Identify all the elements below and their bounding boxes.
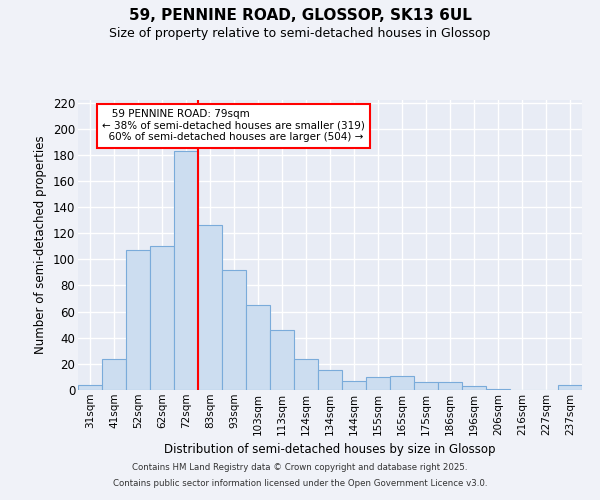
Bar <box>318 370 342 390</box>
Bar <box>414 382 438 390</box>
Bar <box>198 226 222 390</box>
X-axis label: Distribution of semi-detached houses by size in Glossop: Distribution of semi-detached houses by … <box>164 443 496 456</box>
Bar <box>270 330 294 390</box>
Bar <box>78 385 102 390</box>
Text: 59 PENNINE ROAD: 79sqm
← 38% of semi-detached houses are smaller (319)
  60% of : 59 PENNINE ROAD: 79sqm ← 38% of semi-det… <box>102 109 365 142</box>
Bar <box>342 381 366 390</box>
Bar <box>246 305 270 390</box>
Bar <box>558 385 582 390</box>
Y-axis label: Number of semi-detached properties: Number of semi-detached properties <box>34 136 47 354</box>
Bar <box>462 386 486 390</box>
Text: Size of property relative to semi-detached houses in Glossop: Size of property relative to semi-detach… <box>109 28 491 40</box>
Bar <box>486 388 510 390</box>
Bar <box>366 377 390 390</box>
Text: 59, PENNINE ROAD, GLOSSOP, SK13 6UL: 59, PENNINE ROAD, GLOSSOP, SK13 6UL <box>128 8 472 22</box>
Bar <box>174 151 198 390</box>
Bar <box>222 270 246 390</box>
Bar <box>126 250 150 390</box>
Bar <box>150 246 174 390</box>
Text: Contains HM Land Registry data © Crown copyright and database right 2025.: Contains HM Land Registry data © Crown c… <box>132 464 468 472</box>
Bar <box>390 376 414 390</box>
Text: Contains public sector information licensed under the Open Government Licence v3: Contains public sector information licen… <box>113 478 487 488</box>
Bar <box>438 382 462 390</box>
Bar <box>102 358 126 390</box>
Bar <box>294 358 318 390</box>
